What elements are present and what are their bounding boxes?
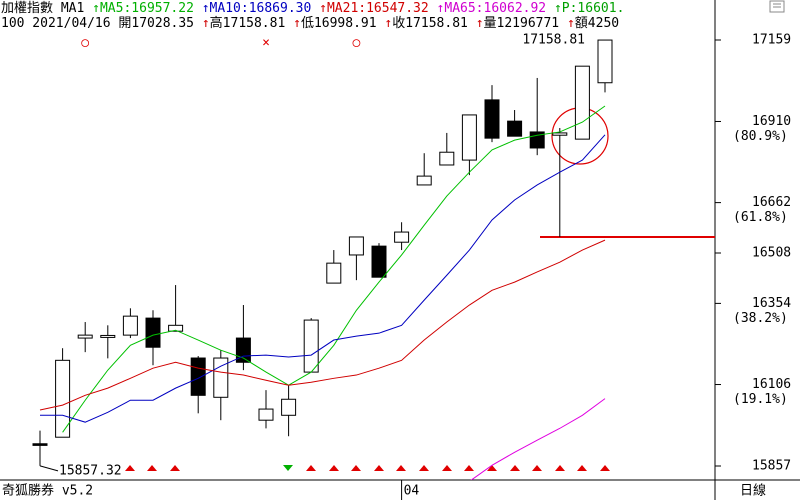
low-leader	[39, 465, 59, 472]
buy-signal	[351, 465, 361, 471]
low-annotation: 15857.32	[59, 463, 122, 478]
buy-signal	[125, 465, 135, 471]
buy-signal	[374, 465, 384, 471]
header-item: ↑MA5:16957.22	[92, 1, 202, 16]
buy-signal	[170, 465, 180, 471]
header-item: 加權指數	[1, 1, 53, 16]
info-item: 收17158.81	[392, 16, 475, 31]
ma-line	[40, 134, 606, 423]
retracement-label: (80.9%)	[733, 129, 788, 144]
candle-body	[303, 319, 319, 373]
buy-signal	[306, 465, 316, 471]
period-label: 日線	[740, 483, 766, 499]
buy-signal	[487, 465, 497, 471]
buy-signal	[442, 465, 452, 471]
candle-body	[55, 359, 71, 438]
buy-signal	[147, 465, 157, 471]
header: 加權指數 MA1 ↑MA5:16957.22 ↑MA10:16869.30 ↑M…	[1, 1, 624, 31]
ma-line	[39, 239, 606, 411]
info-item: ↑	[202, 16, 210, 31]
candle-body	[394, 231, 410, 243]
y-tick-label: 16662	[752, 195, 791, 210]
header-item: ↑MA21:16547.32	[319, 1, 436, 16]
candle-body	[77, 334, 93, 339]
high-annotation: 17158.81	[522, 33, 585, 48]
info-item: 高17158.81	[210, 15, 293, 31]
candle-body	[597, 39, 613, 84]
y-tick-label: 16910	[752, 114, 791, 129]
info-item: ↑	[567, 16, 575, 31]
candle-body	[484, 99, 500, 139]
buy-signal	[555, 465, 565, 471]
retracement-label: (61.8%)	[733, 210, 788, 225]
y-tick-label: 16354	[752, 296, 791, 311]
candle-body	[168, 324, 184, 332]
buy-signal	[600, 465, 610, 471]
candle-body	[371, 245, 387, 278]
window-button[interactable]	[769, 0, 785, 13]
plot-area	[32, 39, 715, 480]
candle-body	[348, 236, 364, 256]
candle-body	[190, 357, 206, 396]
candle-body	[507, 120, 523, 137]
y-tick-label: 15857	[752, 459, 791, 474]
info-item: ↑	[293, 16, 301, 31]
candle-body	[258, 408, 274, 421]
ma-line	[470, 398, 606, 480]
buy-signal	[532, 465, 542, 471]
info-item: ↑	[476, 16, 484, 31]
candle-body	[122, 315, 138, 336]
signal-row	[125, 465, 610, 471]
retracement-label: (38.2%)	[733, 311, 788, 326]
y-tick-label: 17159	[752, 33, 791, 48]
buy-signal	[510, 465, 520, 471]
candle-body	[145, 317, 161, 348]
info-line: 100 2021/04/16 開17028.35 ↑高17158.81 ↑低16…	[1, 15, 619, 31]
sell-signal	[283, 465, 293, 471]
candle-body	[439, 151, 455, 166]
header-item: MA1	[53, 1, 92, 16]
top-signal: ○	[352, 36, 360, 51]
top-signal: ×	[262, 36, 270, 51]
candle-body	[326, 262, 342, 284]
candle-body	[574, 65, 590, 140]
y-tick-label: 16508	[752, 246, 791, 261]
info-item: 100 2021/04/16 開17028.35	[1, 16, 202, 31]
buy-signal	[396, 465, 406, 471]
info-item: 量12196771	[484, 16, 567, 31]
candle-body	[100, 334, 116, 338]
candle-body	[32, 443, 48, 446]
header-item: ↑MA10:16869.30	[202, 1, 319, 16]
info-item: 低16998.91	[301, 16, 384, 31]
header-item: ↑P:16601.	[554, 1, 624, 16]
footer-label: 奇狐勝券 v5.2	[2, 483, 93, 499]
retracement-label: (19.1%)	[733, 392, 788, 407]
top-signal: ○	[81, 36, 89, 51]
info-item: 額4250	[575, 16, 619, 31]
buy-signal	[577, 465, 587, 471]
candle-body	[552, 132, 568, 136]
info-item: ↑	[384, 16, 392, 31]
ma-line	[62, 105, 606, 433]
buy-signal	[419, 465, 429, 471]
candle-body	[281, 398, 297, 416]
candle-body	[461, 114, 477, 161]
x-tick-label: 04	[404, 484, 420, 499]
y-tick-label: 16106	[752, 377, 791, 392]
buy-signal	[329, 465, 339, 471]
header-line: 加權指數 MA1 ↑MA5:16957.22 ↑MA10:16869.30 ↑M…	[1, 1, 624, 16]
candle-body	[416, 175, 432, 186]
header-item: ↑MA65:16062.92	[437, 1, 554, 16]
buy-signal	[464, 465, 474, 471]
